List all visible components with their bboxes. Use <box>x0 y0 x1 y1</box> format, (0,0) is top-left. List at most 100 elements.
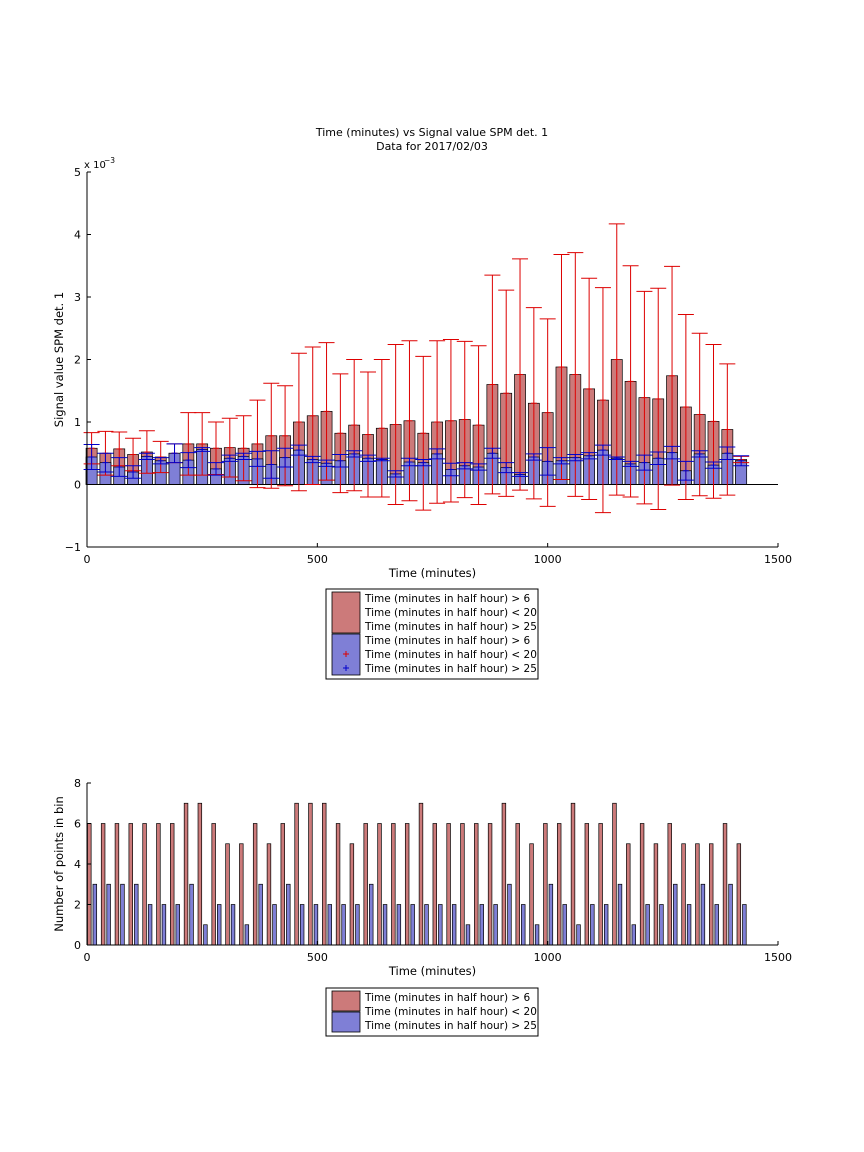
count-bar-series-1 <box>612 802 617 946</box>
count-bar-series-2 <box>230 904 236 946</box>
x-axis-label: Time (minutes) <box>388 566 476 580</box>
y-axis-label: Signal value SPM det. 1 <box>52 292 66 427</box>
count-bar-series-2 <box>327 904 332 946</box>
count-bar-series-1 <box>446 823 451 946</box>
legend-label: Time (minutes in half hour) > 25 <box>364 663 537 675</box>
y-tick-label: 0 <box>74 939 81 952</box>
count-bar-series-2 <box>742 904 747 946</box>
count-bar-series-1 <box>584 823 590 946</box>
count-bar-series-2 <box>479 904 484 946</box>
count-bar-series-2 <box>244 924 250 946</box>
count-bar-series-1 <box>197 802 203 946</box>
count-bar-series-1 <box>709 843 714 946</box>
count-bar-series-1 <box>280 823 285 946</box>
legend-swatch <box>331 591 361 634</box>
y-tick-label: 4 <box>74 229 81 242</box>
x-tick-label: 0 <box>84 553 91 566</box>
x-axis-label: Time (minutes) <box>388 964 476 978</box>
count-bar-series-1 <box>156 823 161 946</box>
count-bar-series-1 <box>114 823 120 946</box>
count-bar-series-2 <box>106 883 111 946</box>
count-chart: 0 2 4 6 8 0 500 1000 1500 Time (minutes) Number of… <box>52 777 792 1037</box>
legend-box <box>325 987 539 1037</box>
count-bar-series-1 <box>239 843 244 946</box>
legend-label: Time (minutes in half hour) < 20 <box>364 1006 537 1018</box>
count-bar-series-1 <box>432 823 437 946</box>
y-tick-label: 1 <box>74 416 81 429</box>
count-bar-series-2 <box>534 924 540 946</box>
count-bar-series-2 <box>686 904 692 946</box>
count-bar-series-2 <box>562 904 567 946</box>
count-bar-series-1 <box>170 823 175 946</box>
count-bar-series-2 <box>299 904 305 946</box>
count-bar-series-2 <box>521 904 526 946</box>
y-tick-label: 2 <box>74 899 81 912</box>
legend-label: Time (minutes in half hour) > 6 <box>364 593 531 605</box>
count-bar-series-2 <box>203 924 208 946</box>
count-bar-series-1 <box>322 802 327 946</box>
count-bar-series-1 <box>626 843 631 946</box>
count-bar-series-1 <box>142 823 147 946</box>
x-tick-label: 500 <box>307 553 328 566</box>
count-bar-series-2 <box>438 904 443 946</box>
count-bar-series-1 <box>722 823 728 946</box>
y-tick-label: 2 <box>74 354 81 367</box>
count-bar-series-2 <box>700 883 706 946</box>
count-bar-series-1 <box>418 802 424 946</box>
count-bar-series-1 <box>128 823 133 946</box>
y-tick-label: 0 <box>74 479 81 492</box>
count-bar-series-1 <box>363 823 368 946</box>
count-bar-series-2 <box>92 883 98 946</box>
count-bar-series-1 <box>598 823 603 946</box>
count-bar-series-2 <box>382 904 388 946</box>
y-tick-label: −1 <box>65 541 81 554</box>
count-bar-series-1 <box>487 823 493 946</box>
y-tick-label: 8 <box>74 777 81 790</box>
count-bar-series-1 <box>349 843 355 946</box>
count-bar-series-1 <box>211 823 216 946</box>
x-tick-label: 1000 <box>534 553 562 566</box>
count-bar-series-2 <box>355 904 360 946</box>
count-bar-series-1 <box>391 823 396 946</box>
y-axis-label: Number of points in bin <box>52 796 66 932</box>
count-bar-series-1 <box>570 802 576 946</box>
count-bar-series-2 <box>134 883 139 946</box>
x-tick-label: 500 <box>307 951 328 964</box>
count-bar-series-1 <box>266 843 272 946</box>
count-bar-series-1 <box>695 843 700 946</box>
count-bar-series-2 <box>369 883 374 946</box>
count-bar-series-2 <box>217 904 222 946</box>
y-tick-label: 4 <box>74 858 81 871</box>
x-tick-label: 1500 <box>764 553 792 566</box>
count-bar-series-2 <box>507 883 512 946</box>
count-bar-series-1 <box>653 843 659 946</box>
count-bar-series-1 <box>736 843 742 946</box>
count-bar-series-2 <box>175 904 180 946</box>
count-bar-series-2 <box>120 883 125 946</box>
count-bar-series-2 <box>590 904 595 946</box>
count-bar-series-2 <box>673 883 678 946</box>
count-bar-series-2 <box>617 883 623 946</box>
count-bar-series-1 <box>308 802 313 946</box>
count-bar-series-2 <box>341 904 346 946</box>
count-bar-series-1 <box>501 802 507 946</box>
count-bar-series-1 <box>183 802 189 946</box>
count-bar-series-1 <box>515 823 520 946</box>
legend-label: Time (minutes in half hour) > 6 <box>364 635 531 647</box>
count-bar-series-1 <box>87 823 92 946</box>
legend-label: Time (minutes in half hour) > 25 <box>364 621 537 633</box>
count-bar-series-2 <box>313 904 319 946</box>
count-bar-series-2 <box>189 883 194 946</box>
count-bar-series-2 <box>451 904 457 946</box>
y-tick-label: 6 <box>74 818 81 831</box>
y-tick-label: 3 <box>74 291 81 304</box>
count-bar-series-2 <box>631 924 637 946</box>
count-bar-series-1 <box>474 823 479 946</box>
count-bar-series-2 <box>728 883 733 946</box>
count-bar-series-2 <box>603 904 609 946</box>
count-bar-series-1 <box>225 843 230 946</box>
chart-title: Time (minutes) vs Signal value SPM det. … <box>315 126 548 139</box>
count-bar-series-2 <box>424 904 429 946</box>
count-bar-series-1 <box>639 823 645 946</box>
